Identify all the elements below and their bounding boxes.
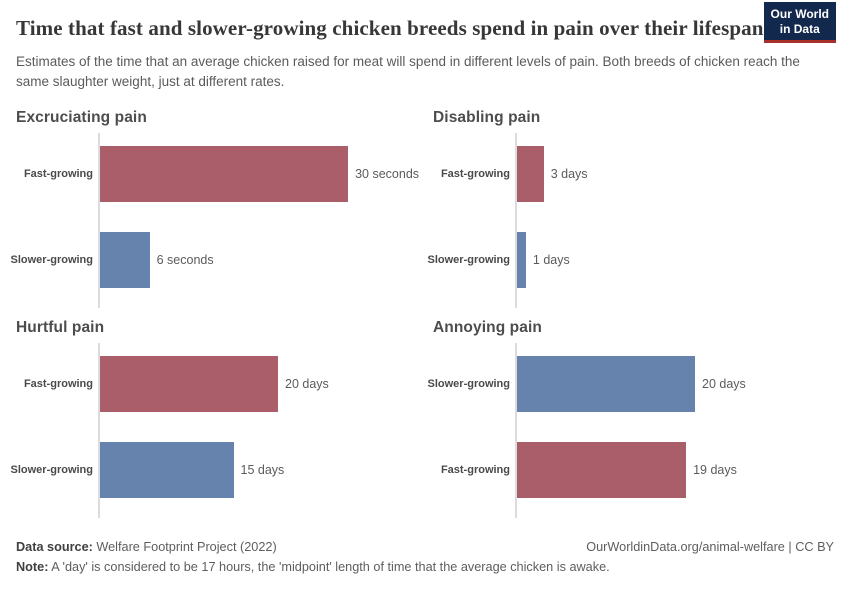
chart-header: Our World in Data Time that fast and slo…	[16, 0, 836, 91]
bar-row: Slower-growing 1 days	[427, 232, 834, 289]
owid-logo-line2: in Data	[779, 21, 820, 36]
bar-row: Slower-growing 6 seconds	[10, 232, 425, 289]
axis-line	[98, 133, 100, 309]
value-label: 1 days	[532, 253, 570, 268]
page-subtitle: Estimates of the time that an average ch…	[16, 54, 800, 89]
panel-title: Excruciating pain	[16, 109, 147, 127]
value-label: 20 days	[285, 377, 329, 392]
charts-grid: Excruciating pain Fast-growing 30 seconds…	[10, 109, 834, 519]
bar-row: Fast-growing 20 days	[16, 356, 425, 413]
note-label: Note:	[16, 560, 49, 575]
attribution: OurWorldinData.org/animal-welfare | CC B…	[586, 540, 834, 554]
bar-fast-growing	[100, 146, 349, 203]
bar-row: Slower-growing 20 days	[427, 356, 834, 413]
bar-fast-growing	[517, 442, 687, 499]
license-text: | CC BY	[784, 540, 834, 555]
panel-rows: Fast-growing 3 days Slower-growing 1 days	[427, 133, 834, 309]
panel-rows: Fast-growing 30 seconds Slower-growing 6 se…	[10, 133, 425, 309]
value-label: 3 days	[550, 167, 588, 182]
value-label: 6 seconds	[156, 253, 214, 268]
category-label: Fast-growing	[440, 168, 510, 181]
category-label: Slower-growing	[427, 378, 511, 391]
data-source-value: Welfare Footprint Project (2022)	[92, 540, 277, 555]
bar-slower-growing	[100, 232, 150, 289]
bar-row: Fast-growing 3 days	[433, 146, 834, 203]
category-label: Fast-growing	[23, 378, 93, 391]
category-label: Slower-growing	[10, 254, 94, 267]
data-source: Data source: Welfare Footprint Project (…	[16, 540, 277, 554]
owid-link[interactable]: OurWorldinData.org/animal-welfare	[586, 540, 785, 555]
chart-panel: Disabling pain Fast-growing 3 days Slower-…	[427, 109, 834, 309]
owid-logo: Our World in Data	[763, 2, 836, 44]
panel-title: Disabling pain	[433, 109, 541, 127]
page-title: Time that fast and slower-growing chicke…	[16, 16, 764, 40]
footer-row: Data source: Welfare Footprint Project (…	[16, 540, 834, 554]
bar-fast-growing	[517, 146, 544, 203]
owid-logo-line1: Our World	[770, 7, 829, 21]
note-text: A 'day' is considered to be 17 hours, th…	[48, 560, 610, 575]
value-label: 15 days	[240, 463, 285, 478]
bar-slower-growing	[517, 356, 695, 413]
chart-footer: Data source: Welfare Footprint Project (…	[16, 540, 834, 574]
bar-slower-growing	[100, 442, 234, 499]
chart-panel: Excruciating pain Fast-growing 30 seconds…	[10, 109, 425, 309]
panel-title: Hurtful pain	[16, 319, 105, 337]
footer-note: Note: A 'day' is considered to be 17 hou…	[16, 560, 834, 574]
chart-panel: Hurtful pain Fast-growing 20 days Slower-g…	[10, 319, 425, 519]
value-label: 30 seconds	[355, 167, 420, 182]
category-label: Fast-growing	[440, 464, 510, 477]
axis-line	[515, 343, 517, 519]
panel-rows: Fast-growing 20 days Slower-growing 15 days	[10, 343, 425, 519]
value-label: 20 days	[702, 377, 746, 392]
bar-row: Fast-growing 19 days	[433, 442, 834, 499]
category-label: Fast-growing	[23, 168, 93, 181]
panel-rows: Slower-growing 20 days Fast-growing 19 days	[427, 343, 834, 519]
category-label: Slower-growing	[10, 464, 94, 477]
panel-title: Annoying pain	[433, 319, 542, 337]
chart-panel: Annoying pain Slower-growing 20 days Fast-…	[427, 319, 834, 519]
value-label: 19 days	[693, 463, 737, 478]
axis-line	[98, 343, 100, 519]
bar-row: Slower-growing 15 days	[10, 442, 425, 499]
bar-fast-growing	[100, 356, 278, 413]
data-source-label: Data source:	[16, 540, 93, 555]
axis-line	[515, 133, 517, 309]
bar-row: Fast-growing 30 seconds	[16, 146, 425, 203]
category-label: Slower-growing	[427, 254, 511, 267]
bar-slower-growing	[517, 232, 526, 289]
